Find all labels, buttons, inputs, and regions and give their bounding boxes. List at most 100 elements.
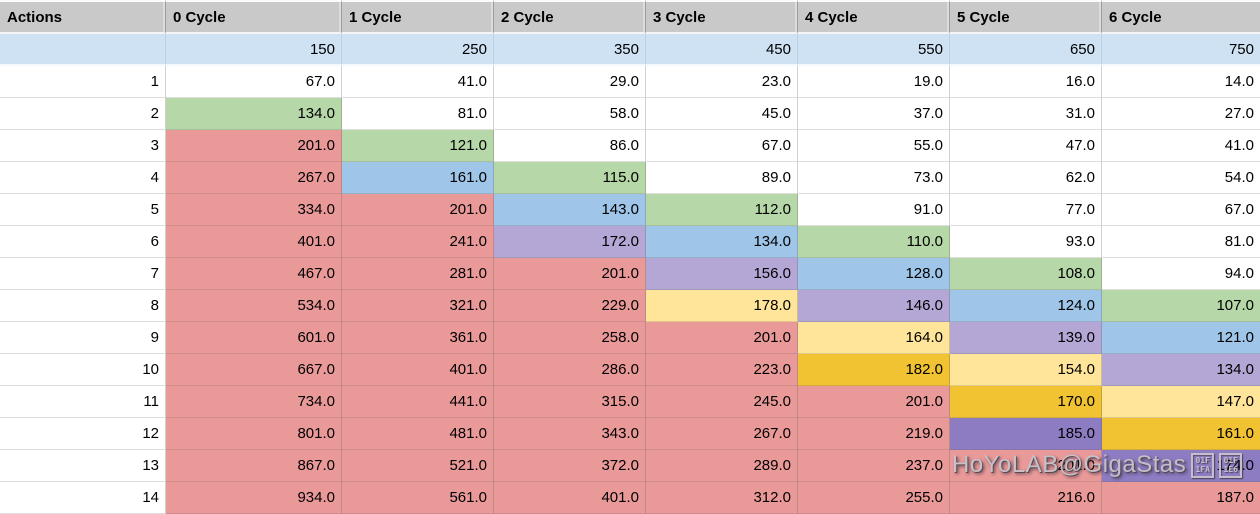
value-cell[interactable]: 91.0 [798,194,950,226]
value-cell[interactable]: 108.0 [950,258,1102,290]
column-header-6-cycle[interactable]: 6 Cycle [1102,0,1260,34]
threshold-cell[interactable]: 250 [342,34,494,66]
value-cell[interactable]: 94.0 [1102,258,1260,290]
value-cell[interactable]: 27.0 [1102,98,1260,130]
value-cell[interactable]: 361.0 [342,322,494,354]
value-cell[interactable]: 286.0 [494,354,646,386]
value-cell[interactable]: 139.0 [950,322,1102,354]
value-cell[interactable]: 534.0 [166,290,342,322]
value-cell[interactable]: 54.0 [1102,162,1260,194]
value-cell[interactable]: 201.0 [494,258,646,290]
value-cell[interactable]: 156.0 [646,258,798,290]
column-header-actions[interactable]: Actions [0,0,166,34]
value-cell[interactable]: 258.0 [494,322,646,354]
value-cell[interactable]: 86.0 [494,130,646,162]
value-cell[interactable]: 93.0 [950,226,1102,258]
value-cell[interactable]: 124.0 [950,290,1102,322]
value-cell[interactable]: 170.0 [950,386,1102,418]
value-cell[interactable]: 55.0 [798,130,950,162]
value-cell[interactable]: 41.0 [1102,130,1260,162]
value-cell[interactable]: 146.0 [798,290,950,322]
value-cell[interactable]: 229.0 [494,290,646,322]
action-count-cell[interactable]: 3 [0,130,166,162]
value-cell[interactable]: 172.0 [494,226,646,258]
value-cell[interactable]: 16.0 [950,66,1102,98]
value-cell[interactable]: 67.0 [646,130,798,162]
value-cell[interactable]: 81.0 [342,98,494,130]
value-cell[interactable]: 41.0 [342,66,494,98]
value-cell[interactable]: 178.0 [646,290,798,322]
value-cell[interactable]: 667.0 [166,354,342,386]
value-cell[interactable]: 734.0 [166,386,342,418]
value-cell[interactable]: 134.0 [1102,354,1260,386]
value-cell[interactable]: 89.0 [646,162,798,194]
value-cell[interactable]: 47.0 [950,130,1102,162]
value-cell[interactable]: 73.0 [798,162,950,194]
value-cell[interactable]: 467.0 [166,258,342,290]
value-cell[interactable]: 601.0 [166,322,342,354]
column-header-3-cycle[interactable]: 3 Cycle [646,0,798,34]
value-cell[interactable]: 237.0 [798,450,950,482]
value-cell[interactable]: 223.0 [646,354,798,386]
value-cell[interactable]: 134.0 [646,226,798,258]
value-cell[interactable]: 77.0 [950,194,1102,226]
column-header-1-cycle[interactable]: 1 Cycle [342,0,494,34]
value-cell[interactable]: 201.0 [166,130,342,162]
value-cell[interactable]: 134.0 [166,98,342,130]
value-cell[interactable]: 29.0 [494,66,646,98]
value-cell[interactable]: 401.0 [166,226,342,258]
value-cell[interactable]: 154.0 [950,354,1102,386]
value-cell[interactable]: 372.0 [494,450,646,482]
value-cell[interactable]: 281.0 [342,258,494,290]
action-count-cell[interactable]: 11 [0,386,166,418]
value-cell[interactable]: 245.0 [646,386,798,418]
value-cell[interactable]: 401.0 [494,482,646,514]
value-cell[interactable]: 67.0 [1102,194,1260,226]
value-cell[interactable]: 121.0 [1102,322,1260,354]
value-cell[interactable]: 267.0 [646,418,798,450]
value-cell[interactable]: 67.0 [166,66,342,98]
column-header-0-cycle[interactable]: 0 Cycle [166,0,342,34]
action-count-cell[interactable]: 9 [0,322,166,354]
value-cell[interactable]: 112.0 [646,194,798,226]
value-cell[interactable]: 143.0 [494,194,646,226]
value-cell[interactable]: 174.0 [1102,450,1260,482]
value-cell[interactable]: 312.0 [646,482,798,514]
value-cell[interactable]: 58.0 [494,98,646,130]
value-cell[interactable]: 867.0 [166,450,342,482]
action-count-cell[interactable]: 2 [0,98,166,130]
action-count-cell[interactable]: 6 [0,226,166,258]
value-cell[interactable]: 343.0 [494,418,646,450]
value-cell[interactable]: 121.0 [342,130,494,162]
value-cell[interactable]: 147.0 [1102,386,1260,418]
action-count-cell[interactable]: 12 [0,418,166,450]
value-cell[interactable]: 334.0 [166,194,342,226]
value-cell[interactable]: 201.0 [950,450,1102,482]
threshold-cell[interactable]: 450 [646,34,798,66]
value-cell[interactable]: 255.0 [798,482,950,514]
action-count-cell[interactable]: 8 [0,290,166,322]
threshold-cell[interactable]: 150 [166,34,342,66]
value-cell[interactable]: 164.0 [798,322,950,354]
value-cell[interactable]: 219.0 [798,418,950,450]
value-cell[interactable]: 187.0 [1102,482,1260,514]
value-cell[interactable]: 201.0 [342,194,494,226]
value-cell[interactable]: 115.0 [494,162,646,194]
value-cell[interactable]: 241.0 [342,226,494,258]
threshold-cell[interactable]: 750 [1102,34,1260,66]
value-cell[interactable]: 185.0 [950,418,1102,450]
column-header-4-cycle[interactable]: 4 Cycle [798,0,950,34]
value-cell[interactable]: 23.0 [646,66,798,98]
column-header-5-cycle[interactable]: 5 Cycle [950,0,1102,34]
value-cell[interactable]: 201.0 [646,322,798,354]
value-cell[interactable]: 107.0 [1102,290,1260,322]
value-cell[interactable]: 481.0 [342,418,494,450]
value-cell[interactable]: 31.0 [950,98,1102,130]
value-cell[interactable]: 801.0 [166,418,342,450]
value-cell[interactable]: 161.0 [1102,418,1260,450]
value-cell[interactable]: 521.0 [342,450,494,482]
column-header-2-cycle[interactable]: 2 Cycle [494,0,646,34]
value-cell[interactable]: 19.0 [798,66,950,98]
threshold-cell[interactable]: 350 [494,34,646,66]
value-cell[interactable]: 62.0 [950,162,1102,194]
